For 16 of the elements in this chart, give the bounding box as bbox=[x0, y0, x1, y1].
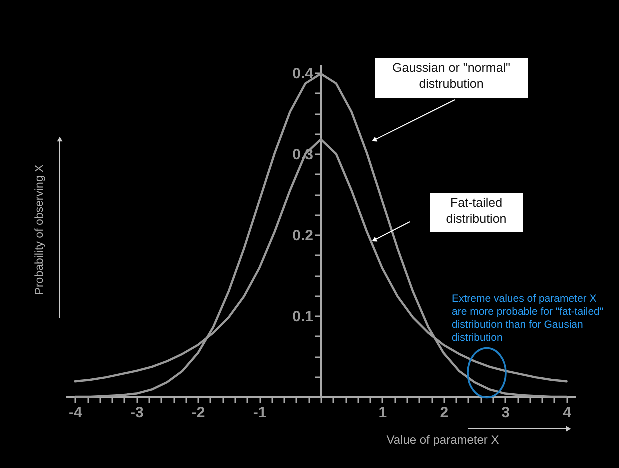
x-tick-label: 3 bbox=[502, 404, 510, 422]
x-tick-label: 1 bbox=[378, 404, 388, 422]
y-tick-label: 0.2 bbox=[292, 228, 314, 245]
x-axis-title: Value of parameter X bbox=[386, 433, 500, 447]
x-tick-label: -1 bbox=[253, 404, 267, 422]
x-tick-label: 4 bbox=[563, 404, 572, 422]
x-tick-label: 2 bbox=[440, 404, 449, 422]
x-tick-label: -3 bbox=[130, 404, 144, 422]
y-tick-label: 0.1 bbox=[292, 308, 314, 326]
y-axis-title: Probability of observing X bbox=[34, 164, 46, 296]
x-tick-label: -4 bbox=[69, 404, 84, 422]
annotation: Fat-tailed distribution bbox=[446, 196, 507, 226]
annotation: Extreme values of parameter X are more probable for "fat-tailed" distribution than for Gausian distribution bbox=[452, 293, 604, 344]
y-tick-label: 0.4 bbox=[292, 66, 314, 83]
annotation: Gaussian or "normal" distrubution bbox=[392, 61, 510, 91]
x-tick-label: -2 bbox=[192, 404, 206, 422]
